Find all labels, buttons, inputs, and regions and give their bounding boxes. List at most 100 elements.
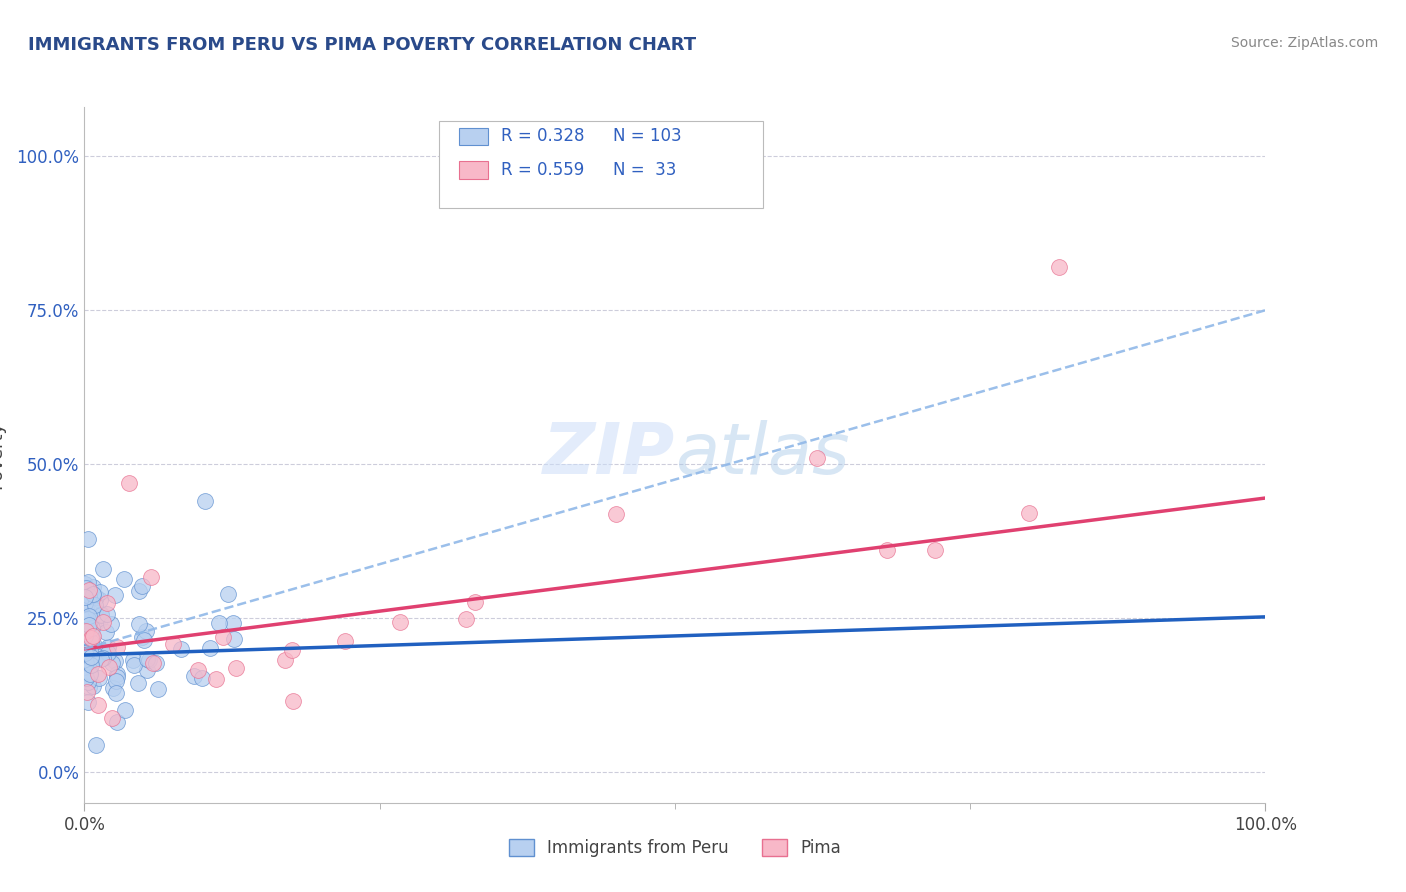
Point [454,612,477,626]
Point [77,574,100,589]
Point [75,633,97,648]
Point [89,593,111,607]
Point [134,633,156,648]
Point [187,663,209,677]
Point [83,598,105,612]
Point [76,641,98,656]
Point [105,667,128,681]
Point [75,601,97,615]
Point [205,672,228,686]
Point [76,685,98,699]
Point [190,671,212,685]
Point [76,622,98,636]
Point [274,653,297,667]
Point [101,711,124,725]
Point [87,650,110,665]
Point [388,615,411,630]
Point [82,618,104,632]
Point [84,591,107,605]
Point [82,588,104,602]
FancyBboxPatch shape [439,121,763,208]
Bar [458,128,488,145]
Point [75,669,97,683]
Point [75,656,97,670]
Point [194,494,217,508]
Point [79,666,101,681]
Point [169,642,191,657]
Point [107,714,129,729]
Text: N = 103: N = 103 [613,128,682,145]
Point [131,630,153,644]
Point [105,640,128,655]
Point [135,624,157,638]
Point [98,660,121,674]
Point [122,658,145,673]
Point [87,666,110,681]
Point [76,611,98,625]
Text: N =  33: N = 33 [613,161,676,178]
Point [162,637,184,651]
Point [86,738,108,752]
Point [75,655,97,669]
Point [464,595,486,609]
Point [73,649,96,664]
Point [333,633,356,648]
Point [146,681,169,696]
Point [112,572,135,586]
Point [924,543,946,558]
Point [73,576,96,591]
Point [104,674,127,689]
Point [84,603,107,617]
Point [77,617,100,632]
Point [77,609,100,624]
Text: ZIP: ZIP [543,420,675,490]
Point [127,676,149,690]
Point [73,629,96,643]
Point [128,616,150,631]
Point [79,644,101,658]
Point [91,615,114,629]
Point [91,562,114,576]
Text: R = 0.559: R = 0.559 [502,161,585,178]
Point [76,650,98,665]
Point [75,624,97,639]
Point [90,651,112,665]
Point [75,646,97,660]
Point [1047,260,1070,274]
Point [97,646,120,660]
Point [280,643,302,657]
Legend: Immigrants from Peru, Pima: Immigrants from Peru, Pima [502,832,848,864]
Point [75,593,97,607]
Point [198,641,221,656]
Point [73,590,96,604]
Point [101,656,124,670]
Point [131,578,153,592]
Point [876,543,898,558]
Point [806,450,828,465]
Point [139,570,162,584]
Point [82,679,104,693]
Point [82,587,104,601]
Point [100,616,122,631]
Point [104,588,127,602]
Point [87,671,110,685]
Point [75,671,97,685]
Point [80,657,103,672]
Point [76,633,98,648]
Point [94,625,117,640]
Point [105,670,128,684]
Point [225,661,247,675]
Point [75,654,97,668]
Point [93,651,115,665]
Point [96,607,118,622]
Point [118,475,141,490]
Point [77,589,100,603]
Text: atlas: atlas [675,420,849,490]
Point [183,669,205,683]
Point [75,635,97,649]
Point [136,652,159,666]
Point [90,607,112,622]
Point [76,533,98,547]
Point [114,703,136,717]
Point [128,584,150,599]
